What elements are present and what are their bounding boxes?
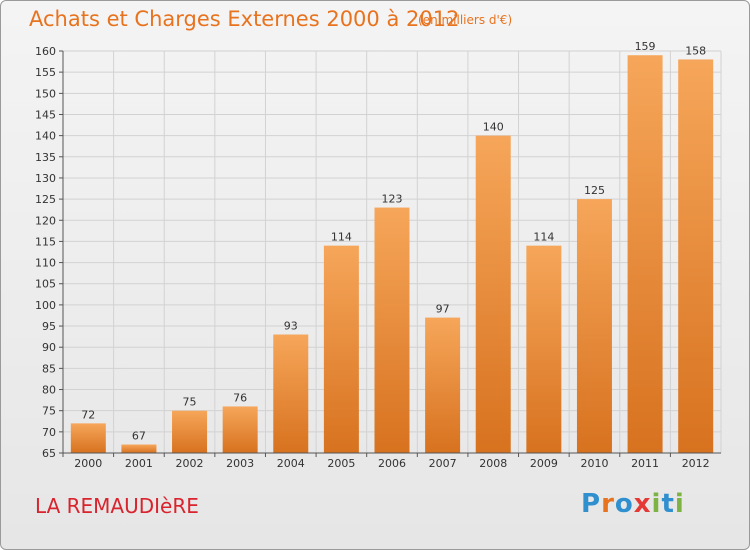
bar [678, 59, 714, 453]
data-label: 67 [132, 430, 146, 443]
data-label: 114 [331, 231, 352, 244]
x-tick-label: 2009 [530, 457, 558, 470]
x-tick-label: 2001 [125, 457, 153, 470]
y-tick-label: 85 [42, 362, 56, 375]
x-tick-label: 2008 [479, 457, 507, 470]
y-tick-label: 155 [35, 66, 56, 79]
axes: 65 70 75 80 85 90 95 100 105 110 115 120 125 130 135 14… [35, 45, 721, 470]
logo-letter: i [674, 489, 685, 519]
x-tick-label: 2000 [74, 457, 102, 470]
bar [70, 423, 106, 453]
logo-letter: o [614, 489, 634, 519]
proxiti-logo[interactable]: Proxiti [581, 489, 685, 519]
x-tick-label: 2007 [429, 457, 457, 470]
data-label: 97 [436, 303, 450, 316]
y-tick-label: 145 [35, 108, 56, 121]
data-label: 76 [233, 391, 247, 404]
bar [526, 245, 562, 453]
bar [323, 245, 359, 453]
bar [273, 334, 309, 453]
logo-letter: t [661, 489, 675, 519]
data-label: 140 [483, 121, 504, 134]
x-tick-label: 2003 [226, 457, 254, 470]
data-label: 125 [584, 184, 605, 197]
x-tick-label: 2006 [378, 457, 406, 470]
bar [172, 410, 208, 453]
y-tick-label: 110 [35, 257, 56, 270]
logo-letter: i [651, 489, 662, 519]
y-tick-label: 115 [35, 235, 56, 248]
data-label: 123 [382, 193, 403, 206]
y-tick-label: 100 [35, 299, 56, 312]
y-tick-label: 150 [35, 87, 56, 100]
x-tick-label: 2012 [682, 457, 710, 470]
y-tick-label: 80 [42, 384, 56, 397]
x-tick-label: 2005 [327, 457, 355, 470]
place-name: LA REMAUDIèRE [35, 494, 199, 518]
logo-letter: x [633, 489, 652, 519]
y-tick-label: 90 [42, 341, 56, 354]
y-tick-label: 65 [42, 447, 56, 460]
bar [627, 55, 663, 454]
y-tick-label: 130 [35, 172, 56, 185]
y-tick-label: 105 [35, 278, 56, 291]
chart-title: Achats et Charges Externes 2000 à 2012 [29, 7, 460, 31]
y-tick-label: 125 [35, 193, 56, 206]
x-tick-label: 2002 [176, 457, 204, 470]
data-label: 158 [685, 44, 706, 57]
bar [374, 207, 410, 453]
bar [425, 317, 461, 453]
x-tick-label: 2011 [631, 457, 659, 470]
bar [222, 406, 258, 453]
y-tick-label: 160 [35, 45, 56, 58]
y-tick-label: 140 [35, 130, 56, 143]
x-tick-label: 2010 [580, 457, 608, 470]
y-tick-label: 75 [42, 405, 56, 418]
data-label: 72 [81, 408, 95, 421]
x-tick-label: 2004 [277, 457, 305, 470]
data-label: 159 [635, 40, 656, 53]
y-tick-label: 70 [42, 426, 56, 439]
logo-letter: r [601, 489, 615, 519]
bar [475, 135, 511, 453]
y-tick-label: 95 [42, 320, 56, 333]
bars: 72 67 75 76 93 114 123 97 140 114 125 159 158 [70, 40, 714, 454]
bar [576, 199, 612, 453]
data-label: 75 [183, 396, 197, 409]
logo-letter: P [581, 489, 602, 519]
y-tick-label: 120 [35, 214, 56, 227]
data-label: 114 [533, 231, 554, 244]
bar [121, 444, 157, 453]
y-tick-label: 135 [35, 151, 56, 164]
data-label: 93 [284, 320, 298, 333]
chart-subtitle: (en milliers d'€) [418, 13, 513, 27]
